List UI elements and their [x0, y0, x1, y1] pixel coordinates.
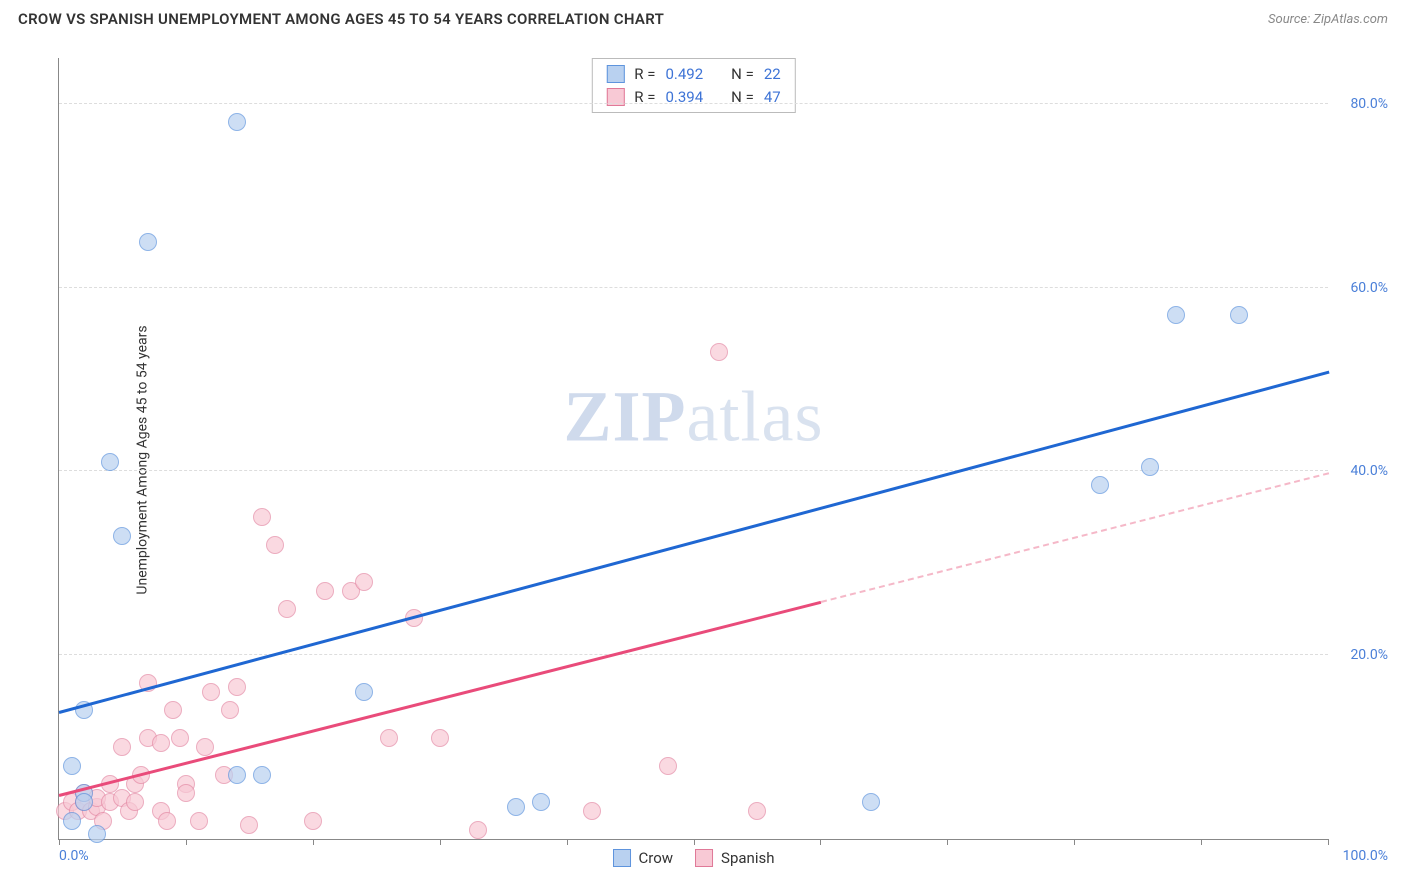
- data-point-crow: [63, 812, 81, 830]
- data-point-spanish: [190, 812, 208, 830]
- data-point-spanish: [469, 821, 487, 839]
- chart-container: Unemployment Among Ages 45 to 54 years Z…: [18, 40, 1396, 880]
- source-attribution: Source: ZipAtlas.com: [1268, 12, 1388, 27]
- r-label: R =: [634, 86, 655, 109]
- data-point-spanish: [659, 757, 677, 775]
- data-point-spanish: [113, 738, 131, 756]
- chart-title: CROW VS SPANISH UNEMPLOYMENT AMONG AGES …: [18, 10, 664, 28]
- r-label: R =: [634, 63, 655, 86]
- trend-line: [821, 472, 1329, 603]
- x-tick: [1328, 839, 1329, 845]
- data-point-spanish: [177, 784, 195, 802]
- swatch-crow: [606, 65, 624, 83]
- trend-line: [59, 601, 822, 797]
- data-point-spanish: [221, 701, 239, 719]
- x-tick: [820, 839, 821, 845]
- legend-label-crow: Crow: [639, 849, 674, 867]
- x-tick: [1201, 839, 1202, 845]
- gridline: [59, 103, 1328, 104]
- data-point-crow: [139, 233, 157, 251]
- trend-line: [59, 371, 1330, 714]
- data-point-crow: [532, 793, 550, 811]
- watermark: ZIPatlas: [564, 376, 824, 459]
- x-tick: [186, 839, 187, 845]
- data-point-spanish: [253, 508, 271, 526]
- stats-row-crow: R = 0.492 N = 22: [606, 63, 780, 86]
- data-point-crow: [1167, 306, 1185, 324]
- swatch-crow: [613, 849, 631, 867]
- x-tick: [694, 839, 695, 845]
- gridline: [59, 287, 1328, 288]
- data-point-spanish: [196, 738, 214, 756]
- data-point-spanish: [355, 573, 373, 591]
- gridline: [59, 654, 1328, 655]
- y-tick-label: 20.0%: [1350, 647, 1388, 663]
- x-tick: [440, 839, 441, 845]
- plot-area: ZIPatlas R = 0.492 N = 22 R = 0.394 N = …: [58, 58, 1328, 840]
- data-point-crow: [113, 527, 131, 545]
- data-point-crow: [101, 453, 119, 471]
- x-tick: [947, 839, 948, 845]
- data-point-spanish: [316, 582, 334, 600]
- data-point-crow: [862, 793, 880, 811]
- n-value-crow: 22: [764, 63, 781, 86]
- data-point-crow: [228, 766, 246, 784]
- r-value-spanish: 0.394: [665, 86, 703, 109]
- data-point-spanish: [266, 536, 284, 554]
- gridline: [59, 470, 1328, 471]
- data-point-crow: [228, 113, 246, 131]
- data-point-spanish: [228, 678, 246, 696]
- x-tick-label: 100.0%: [1343, 848, 1388, 864]
- data-point-spanish: [202, 683, 220, 701]
- x-tick: [59, 839, 60, 845]
- n-label: N =: [731, 63, 754, 86]
- data-point-spanish: [748, 802, 766, 820]
- bottom-legend: Crow Spanish: [613, 849, 775, 867]
- n-value-spanish: 47: [764, 86, 781, 109]
- data-point-spanish: [171, 729, 189, 747]
- data-point-spanish: [240, 816, 258, 834]
- n-label: N =: [731, 86, 754, 109]
- data-point-spanish: [126, 793, 144, 811]
- data-point-crow: [253, 766, 271, 784]
- r-value-crow: 0.492: [665, 63, 703, 86]
- stats-legend: R = 0.492 N = 22 R = 0.394 N = 47: [591, 58, 795, 113]
- data-point-crow: [507, 798, 525, 816]
- data-point-spanish: [158, 812, 176, 830]
- data-point-spanish: [152, 734, 170, 752]
- data-point-crow: [1230, 306, 1248, 324]
- legend-item-crow: Crow: [613, 849, 674, 867]
- data-point-crow: [75, 793, 93, 811]
- y-tick-label: 60.0%: [1350, 280, 1388, 296]
- data-point-spanish: [583, 802, 601, 820]
- y-tick-label: 80.0%: [1350, 96, 1388, 112]
- swatch-spanish: [695, 849, 713, 867]
- data-point-spanish: [278, 600, 296, 618]
- x-tick: [567, 839, 568, 845]
- data-point-spanish: [380, 729, 398, 747]
- data-point-crow: [88, 825, 106, 843]
- data-point-spanish: [304, 812, 322, 830]
- x-tick: [313, 839, 314, 845]
- stats-row-spanish: R = 0.394 N = 47: [606, 86, 780, 109]
- data-point-crow: [63, 757, 81, 775]
- data-point-spanish: [431, 729, 449, 747]
- y-tick-label: 40.0%: [1350, 463, 1388, 479]
- data-point-crow: [355, 683, 373, 701]
- data-point-spanish: [710, 343, 728, 361]
- x-tick: [1074, 839, 1075, 845]
- legend-item-spanish: Spanish: [695, 849, 774, 867]
- legend-label-spanish: Spanish: [721, 849, 774, 867]
- data-point-spanish: [164, 701, 182, 719]
- x-tick-label: 0.0%: [59, 848, 89, 864]
- data-point-crow: [1141, 458, 1159, 476]
- data-point-crow: [1091, 476, 1109, 494]
